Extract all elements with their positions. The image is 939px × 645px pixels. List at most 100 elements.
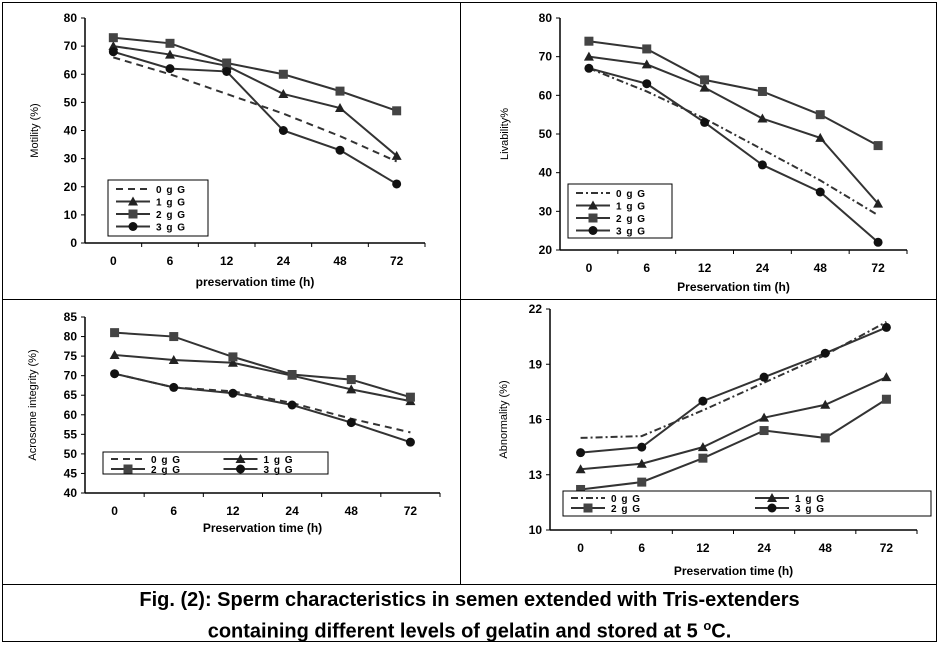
data-point: [391, 150, 402, 160]
x-tick-label: 72: [404, 504, 418, 518]
data-point: [278, 126, 288, 135]
data-point: [576, 484, 586, 494]
x-tick-label: 6: [643, 261, 650, 275]
series-0gg: [588, 67, 879, 217]
x-tick-label: 12: [226, 504, 240, 518]
series-line: [114, 331, 411, 399]
y-tick-label: 30: [64, 152, 78, 166]
data-point: [576, 448, 586, 458]
x-tick-label: 12: [696, 541, 710, 555]
data-point: [165, 64, 175, 74]
x-tick-label: 72: [871, 261, 885, 275]
legend-marker: [583, 503, 593, 513]
data-point: [169, 332, 179, 342]
data-point: [759, 426, 769, 436]
y-tick-label: 40: [539, 166, 553, 180]
data-point: [392, 106, 402, 116]
legend-marker: [767, 503, 777, 513]
x-tick-label: 48: [333, 254, 347, 268]
legend-marker: [123, 464, 133, 474]
panel-abnormality: [460, 299, 937, 585]
y-tick-label: 40: [64, 486, 78, 500]
legend-label: 2 g G: [151, 465, 181, 476]
data-point: [222, 58, 232, 68]
y-axis-label: Abnormality (%): [498, 380, 510, 458]
y-tick-label: 20: [64, 180, 78, 194]
data-point: [335, 145, 345, 155]
x-tick-label: 72: [880, 541, 894, 555]
series-line: [580, 376, 887, 471]
data-point: [881, 372, 892, 382]
x-tick-label: 48: [819, 541, 833, 555]
data-point: [287, 369, 297, 379]
data-point: [700, 117, 710, 127]
legend-label: 1 g G: [795, 494, 825, 505]
y-tick-label: 65: [64, 388, 78, 402]
series-0gg: [114, 372, 411, 434]
data-point: [820, 348, 830, 358]
chart-2: 40 45 50 55 60 65 70 75 80 85 0 6 12 24 48 72 Preservati…: [27, 310, 441, 535]
x-axis-label: preservation time (h): [196, 275, 315, 289]
data-point: [881, 322, 891, 332]
series-line: [114, 353, 411, 403]
caption-line-2: containing different levels of gelatin a…: [3, 613, 936, 645]
legend-marker: [236, 464, 245, 474]
degree-symbol: o: [703, 618, 712, 633]
data-point: [227, 357, 238, 367]
legend-label: 3 g G: [795, 504, 825, 515]
data-point: [165, 38, 175, 48]
data-point: [881, 394, 891, 404]
data-point: [759, 412, 770, 422]
legend-label: 0 g G: [611, 494, 641, 505]
legend-marker: [588, 226, 598, 235]
data-point: [575, 464, 586, 474]
series-2gg: [576, 394, 891, 494]
x-tick-label: 48: [345, 504, 359, 518]
data-point: [637, 442, 647, 452]
y-tick-label: 60: [64, 67, 78, 81]
legend-marker: [588, 213, 598, 223]
series-line: [114, 372, 411, 434]
legend-label: 0 g G: [616, 189, 646, 200]
data-point: [278, 88, 289, 98]
data-point: [820, 433, 830, 443]
x-tick-label: 12: [220, 254, 234, 268]
chart-1: 20 30 40 50 60 70 80 0 6 12 24 48 72 Preservation tim…: [499, 11, 908, 294]
data-point: [698, 396, 708, 406]
data-point: [108, 47, 118, 57]
x-axis-label: Preservation time (h): [674, 564, 793, 578]
series-1gg: [583, 51, 884, 208]
data-point: [346, 375, 356, 385]
y-axis-label: Acrosome integrity (%): [27, 349, 39, 460]
y-tick-label: 20: [539, 243, 553, 257]
data-point: [820, 399, 831, 409]
data-point: [405, 437, 415, 447]
data-point: [109, 349, 120, 359]
series-line: [113, 50, 398, 185]
y-tick-label: 16: [529, 413, 543, 427]
data-point: [110, 328, 120, 338]
y-tick-label: 19: [529, 357, 543, 371]
legend-label: 0 g G: [156, 185, 186, 196]
legend-label: 2 g G: [156, 210, 186, 221]
data-point: [641, 59, 652, 69]
data-point: [335, 86, 345, 96]
legend-label: 3 g G: [156, 223, 186, 234]
x-tick-label: 72: [390, 254, 404, 268]
y-tick-label: 22: [529, 302, 543, 316]
data-point: [757, 160, 767, 170]
data-point: [873, 237, 883, 247]
data-point: [815, 132, 826, 142]
data-point: [287, 400, 297, 410]
data-point: [815, 110, 825, 120]
x-tick-label: 6: [170, 504, 177, 518]
x-tick-label: 6: [638, 541, 645, 555]
legend-label: 3 g G: [264, 465, 294, 476]
y-tick-label: 30: [539, 204, 553, 218]
data-point: [346, 384, 357, 394]
caption-line-1: Fig. (2): Sperm characteristics in semen…: [139, 589, 800, 611]
data-point: [108, 33, 118, 43]
legend-label: 1 g G: [156, 198, 186, 209]
legend-box: [562, 490, 932, 517]
